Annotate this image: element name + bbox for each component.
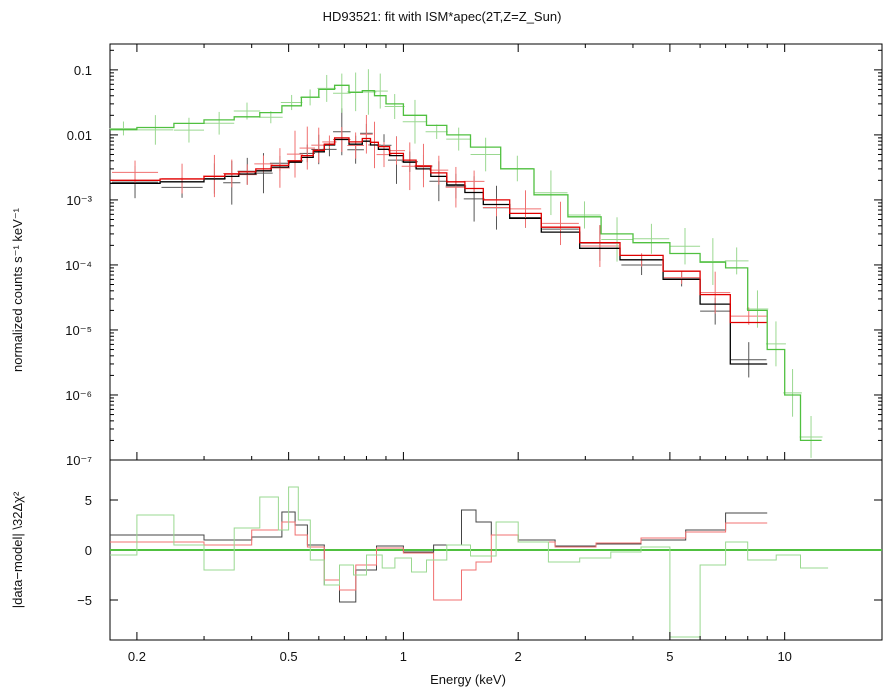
x-axis-label: Energy (keV) [430, 672, 506, 687]
chart-title: HD93521: fit with ISM*apec(2T,Z=Z_Sun) [323, 9, 562, 24]
residual-y-axis-label: |data−model| \32Δχ² [10, 491, 25, 608]
spectrum-y-tick-label: 10⁻⁵ [65, 323, 92, 338]
residual-y-tick-label: 0 [85, 543, 92, 558]
red-model-line [110, 137, 768, 324]
spectrum-y-tick-label: 0.1 [74, 63, 92, 78]
residual-y-tick-label: 5 [85, 493, 92, 508]
spectrum-y-tick-label: 10⁻³ [66, 193, 92, 208]
black-residual-line [110, 509, 768, 603]
spectrum-panel: 0.1 0.01 10⁻³ 10⁻⁴ 10⁻⁵ 10⁻⁶ 10⁻⁷ normalized c… [10, 43, 883, 468]
residual-panel: 5 0 −5 |data−model| \32Δχ² [10, 459, 883, 641]
spectrum-y-tick-label: 0.01 [67, 128, 92, 143]
x-tick-label: 0.2 [128, 649, 146, 664]
x-tick-label: 5 [666, 649, 673, 664]
green-model-line [110, 84, 822, 442]
spectrum-y-tick-label: 10⁻⁷ [66, 453, 92, 468]
spectrum-y-tick-label: 10⁻⁶ [65, 388, 92, 403]
spectrum-frame [109, 43, 883, 461]
spectrum-y-axis-label: normalized counts s⁻¹ keV⁻¹ [10, 207, 25, 372]
x-tick-label: 2 [515, 649, 522, 664]
red-residual-line [110, 521, 768, 601]
spectrum-y-tick-label: 10⁻⁴ [65, 258, 92, 273]
x-tick-label: 10 [777, 649, 791, 664]
green-residual-line [110, 486, 829, 638]
x-tick-label: 1 [400, 649, 407, 664]
x-tick-label: 0.5 [280, 649, 298, 664]
residual-y-tick-label: −5 [77, 593, 92, 608]
